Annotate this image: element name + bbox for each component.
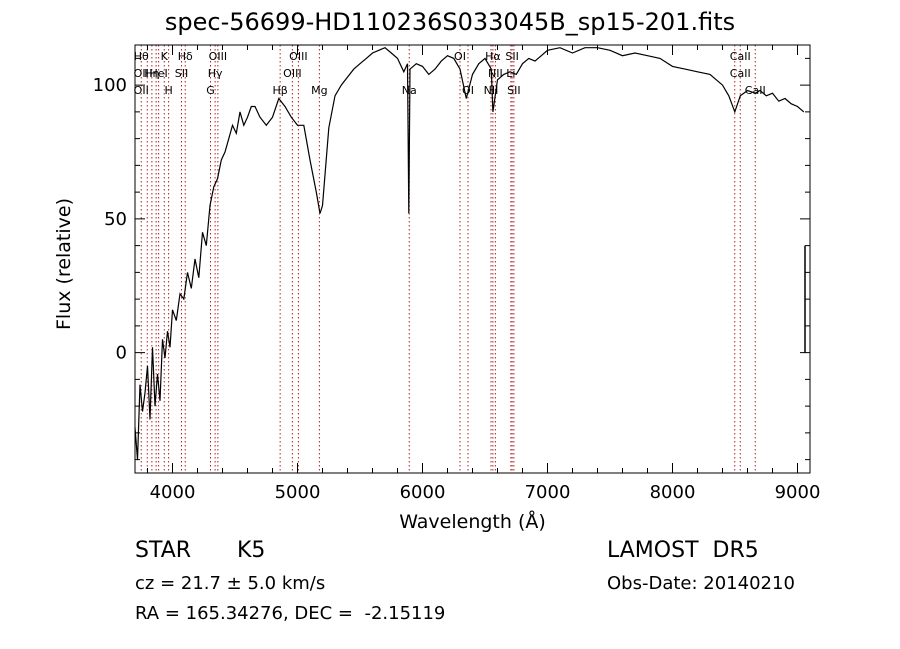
line-marker-label: K [161,50,169,63]
survey-name: LAMOST DR5 [607,538,759,563]
chart-title: spec-56699-HD110236S033045B_sp15-201.fit… [164,8,736,36]
line-marker-label: Hβ [272,84,287,97]
tick-labels: 4000 5000 6000 7000 8000 9000 0 50 100 [93,75,821,503]
object-subclass: K5 [237,538,266,563]
line-marker-label: NII [488,67,503,80]
line-marker-label: SII [175,67,188,80]
line-marker-label: Na [402,84,417,97]
redshift-velocity: cz = 21.7 ± 5.0 km/s [135,573,326,594]
line-marker-label: OI [462,84,474,97]
line-marker-label: G [206,84,215,97]
x-tick-label: 6000 [400,482,446,503]
line-marker-label: OII [134,67,149,80]
line-marker-label: SII [505,50,518,63]
ra-dec-coordinates: RA = 165.34276, DEC = -2.15119 [135,603,446,624]
line-marker-label: OIII [283,67,301,80]
x-tick-label: 4000 [150,482,196,503]
line-marker-label: CaII [730,50,751,63]
line-marker-label: OIII [209,50,227,63]
y-tick-label: 0 [116,343,127,364]
line-marker-label: Hθ [134,50,149,63]
line-marker-label: Hα [485,50,501,63]
spectrum-line [134,47,805,460]
observation-date: Obs-Date: 20140210 [607,573,795,594]
line-marker-label: Mg [311,84,327,97]
line-marker-label: Li [506,67,515,80]
line-marker-label: CaII [745,84,766,97]
x-axis-label: Wavelength (Å) [399,511,546,533]
line-marker-label: Hγ [208,67,223,80]
y-tick-label: 100 [93,75,127,96]
line-marker-label: HeI [149,67,167,80]
line-marker-label: H [164,84,172,97]
spectrum-series [134,47,806,460]
line-marker-label: CaII [730,67,751,80]
line-marker-label: SII [507,84,520,97]
line-marker-label: Hη [144,67,159,80]
plot-axes [134,44,811,474]
y-axis-label: Flux (relative) [53,197,75,331]
x-tick-label: 7000 [525,482,571,503]
line-marker-label: OIII [289,50,307,63]
x-tick-label: 5000 [275,482,321,503]
line-marker-label: OI [454,50,466,63]
object-class: STAR [135,538,192,563]
line-marker-label: OII [134,84,149,97]
line-marker-label: Hδ [178,50,193,63]
spectral-line-markers [140,45,756,473]
plot-frame [134,44,811,474]
x-tick-label: 8000 [650,482,696,503]
x-tick-label: 9000 [775,482,821,503]
y-tick-label: 50 [104,209,127,230]
line-marker-label: NII [484,84,499,97]
